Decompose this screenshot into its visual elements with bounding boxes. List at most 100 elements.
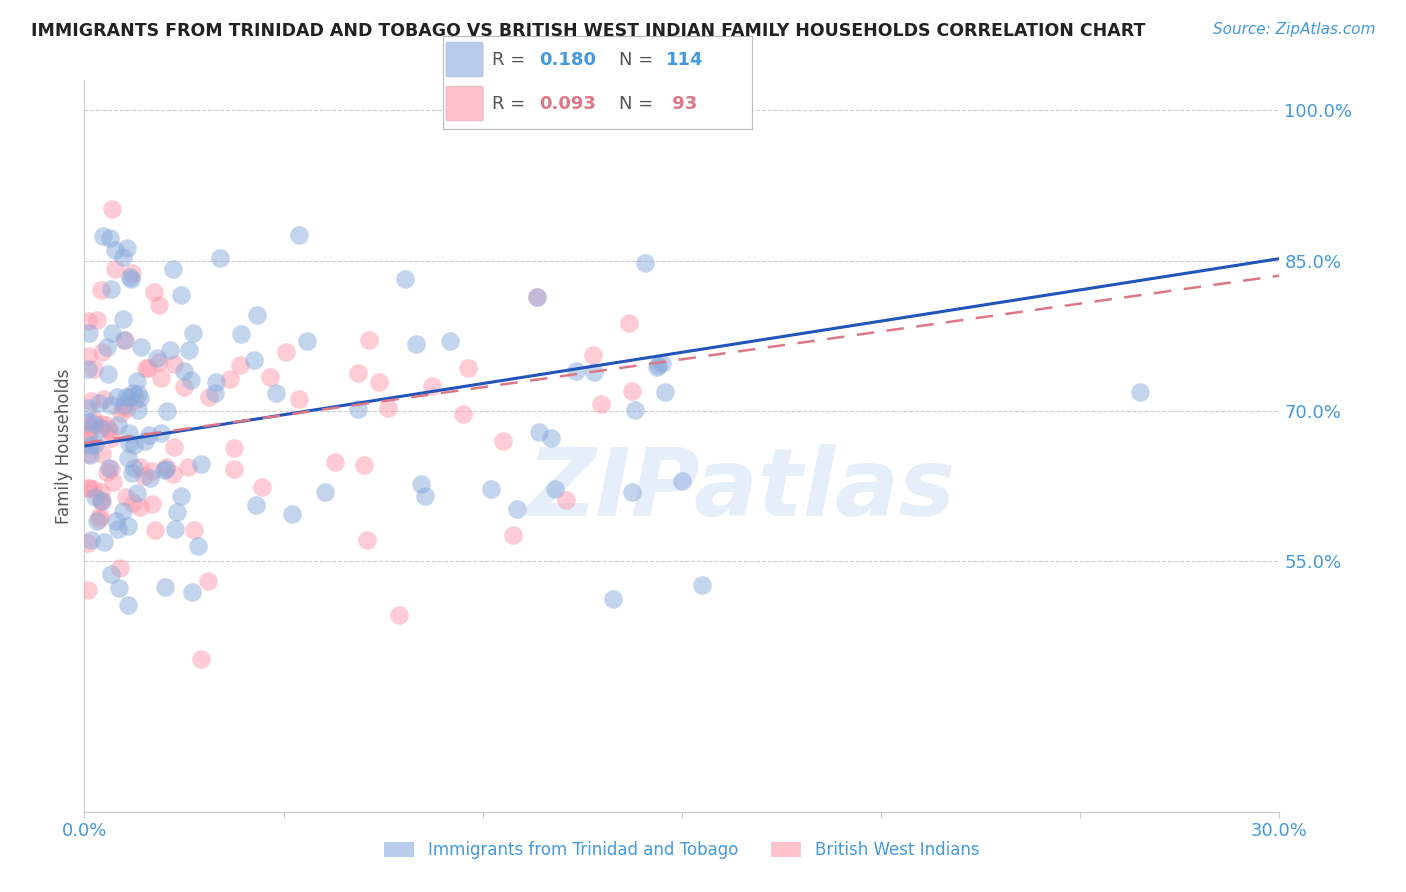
Point (101, 326, 124, 340)
Point (90, 494, 112, 508)
Point (222, 441, 245, 455)
Point (98, 424, 121, 438)
Point (692, 578, 714, 592)
Point (100, 431, 122, 445)
Point (141, 463, 163, 477)
Point (91, 345, 114, 359)
Point (117, 426, 139, 441)
Point (224, 462, 246, 476)
Point (506, 502, 529, 516)
Point (602, 591, 624, 606)
Point (544, 482, 567, 496)
Point (122, 460, 145, 475)
Point (97, 461, 120, 475)
Text: R =: R = (492, 95, 526, 113)
Point (127, 486, 149, 500)
Point (620, 384, 643, 399)
Point (479, 483, 502, 497)
Point (651, 355, 673, 369)
Point (105, 391, 128, 405)
Point (197, 390, 219, 404)
Point (139, 471, 162, 485)
Point (77, 415, 100, 429)
Point (77, 314, 100, 328)
Point (80, 422, 103, 436)
Point (297, 334, 319, 349)
Point (79, 393, 101, 408)
Text: 0.180: 0.180 (538, 51, 596, 69)
Point (591, 397, 613, 411)
Point (77, 536, 100, 550)
Point (502, 528, 524, 542)
Point (620, 484, 643, 499)
Point (89, 508, 111, 523)
Point (259, 370, 281, 384)
Point (87, 396, 110, 410)
Point (394, 272, 416, 286)
Point (671, 474, 693, 488)
Point (93, 392, 115, 406)
Point (83, 362, 105, 376)
Point (204, 386, 226, 401)
Point (122, 437, 145, 451)
Text: R =: R = (492, 51, 526, 69)
Point (136, 360, 159, 375)
Point (118, 269, 141, 284)
Point (131, 340, 153, 354)
Point (554, 493, 576, 508)
Text: N =: N = (619, 51, 654, 69)
Point (104, 262, 127, 277)
Point (356, 533, 378, 548)
Point (129, 500, 152, 515)
Point (581, 348, 603, 362)
Point (86, 514, 108, 528)
Point (152, 463, 174, 477)
Point (111, 311, 134, 326)
Point (112, 400, 135, 414)
Point (162, 261, 184, 276)
Point (145, 351, 167, 365)
Point (409, 477, 432, 491)
Text: 114: 114 (665, 51, 703, 69)
Point (150, 425, 173, 440)
Point (103, 244, 125, 258)
Point (246, 308, 269, 322)
Point (110, 561, 132, 575)
Point (97, 422, 120, 436)
Point (252, 480, 274, 494)
Point (155, 460, 177, 475)
Point (83, 417, 105, 432)
Point (100, 566, 122, 581)
Point (90, 494, 112, 508)
Point (181, 326, 204, 340)
Point (77, 447, 100, 461)
Point (77, 425, 100, 440)
Point (132, 469, 155, 483)
Point (77, 326, 100, 341)
Point (288, 227, 311, 242)
Point (288, 392, 311, 406)
Point (127, 402, 149, 417)
Point (77, 362, 100, 376)
Point (79, 448, 101, 462)
Point (112, 398, 135, 412)
Point (377, 401, 399, 415)
Legend: Immigrants from Trinidad and Tobago, British West Indians: Immigrants from Trinidad and Tobago, Bri… (378, 834, 986, 865)
Point (183, 524, 205, 538)
Point (353, 458, 375, 472)
Point (83, 437, 105, 451)
Point (90, 417, 112, 432)
Text: IMMIGRANTS FROM TRINIDAD AND TOBAGO VS BRITISH WEST INDIAN FAMILY HOUSEHOLDS COR: IMMIGRANTS FROM TRINIDAD AND TOBAGO VS B… (31, 22, 1146, 40)
Point (79, 438, 101, 452)
Point (77, 401, 100, 415)
Point (107, 522, 129, 536)
Point (156, 403, 179, 417)
Point (179, 343, 201, 358)
Y-axis label: Family Households: Family Households (55, 368, 73, 524)
Point (134, 434, 156, 448)
Point (114, 490, 136, 504)
Point (124, 392, 146, 407)
Point (647, 358, 669, 372)
Point (77, 482, 100, 496)
Point (148, 354, 170, 368)
